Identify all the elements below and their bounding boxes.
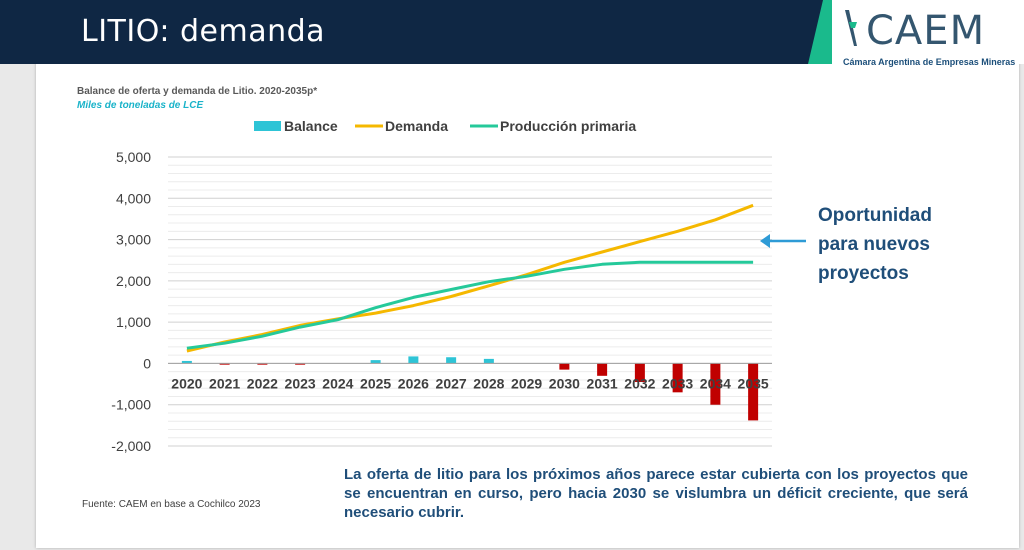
- x-tick-label: 2026: [398, 375, 429, 391]
- x-tick-label: 2028: [473, 375, 504, 391]
- balance-bar: [219, 363, 230, 365]
- callout-text: Oportunidad para nuevos proyectos: [818, 201, 998, 288]
- y-tick-label: -2,000: [111, 438, 151, 454]
- x-tick-label: 2033: [662, 375, 693, 391]
- x-tick-label: 2035: [738, 375, 769, 391]
- x-tick-label: 2030: [549, 375, 580, 391]
- logo-wordmark: CAEM: [866, 8, 986, 54]
- y-tick-label: 5,000: [116, 149, 151, 165]
- balance-bar: [748, 363, 759, 421]
- y-tick-label: 0: [143, 355, 151, 371]
- y-tick-label: 1,000: [116, 314, 151, 330]
- balance-bar: [446, 357, 457, 364]
- balance-bar: [181, 360, 192, 364]
- x-tick-label: 2020: [171, 375, 202, 391]
- balance-bar: [257, 363, 268, 365]
- callout-line-2: para nuevos: [818, 234, 930, 255]
- produccion-primaria-line: [186, 260, 754, 350]
- legend-swatch-balance: [254, 121, 281, 131]
- balance-bar: [597, 363, 608, 376]
- balance-bar: [370, 360, 381, 364]
- y-tick-label: 4,000: [116, 190, 151, 206]
- x-tick-label: 2022: [247, 375, 278, 391]
- logo-subtitle: Cámara Argentina de Empresas Mineras: [843, 57, 1016, 67]
- logo-box: [832, 0, 1024, 64]
- header-main-band: [0, 0, 823, 64]
- header-band-shape: [0, 0, 846, 64]
- x-tick-label: 2024: [322, 375, 353, 391]
- x-tick-label: 2025: [360, 375, 391, 391]
- x-tick-label: 2021: [209, 375, 240, 391]
- source-note: Fuente: CAEM en base a Cochilco 2023: [82, 499, 261, 510]
- x-tick-label: 2032: [624, 375, 655, 391]
- header-band: [0, 0, 1024, 64]
- callout-line-1: Oportunidad: [818, 205, 932, 226]
- x-tick-label: 2023: [285, 375, 316, 391]
- legend-label: Producción primaria: [500, 118, 636, 134]
- page-title: LITIO: demanda: [81, 14, 326, 49]
- callout-arrow-icon: [760, 234, 806, 248]
- balance-bar: [295, 363, 306, 365]
- summary-note: La oferta de litio para los próximos año…: [344, 466, 968, 521]
- caem-logo-mark-icon: [845, 10, 857, 46]
- balance-chart: 5,000 4,000 3,000 2,000 1,000 0 -1,000 -2,000 20…: [111, 118, 772, 454]
- balance-bar: [559, 363, 570, 370]
- callout-line-3: proyectos: [818, 263, 909, 284]
- chart-subtitle: Miles de toneladas de LCE: [77, 100, 204, 111]
- demanda-line: [186, 203, 754, 353]
- x-tick-label: 2034: [700, 375, 731, 391]
- balance-bar: [408, 356, 419, 364]
- balance-bar: [672, 363, 683, 393]
- balance-bar: [710, 363, 721, 405]
- legend-label: Balance: [284, 118, 338, 134]
- balance-bar: [634, 363, 645, 383]
- x-tick-label: 2027: [436, 375, 467, 391]
- y-tick-label: -1,000: [111, 397, 151, 413]
- x-tick-label: 2029: [511, 375, 542, 391]
- x-tick-label: 2031: [587, 375, 618, 391]
- legend-label: Demanda: [385, 118, 448, 134]
- y-tick-label: 3,000: [116, 232, 151, 248]
- y-tick-label: 2,000: [116, 273, 151, 289]
- chart-title: Balance de oferta y demanda de Litio. 20…: [77, 86, 318, 97]
- balance-bar: [483, 358, 494, 364]
